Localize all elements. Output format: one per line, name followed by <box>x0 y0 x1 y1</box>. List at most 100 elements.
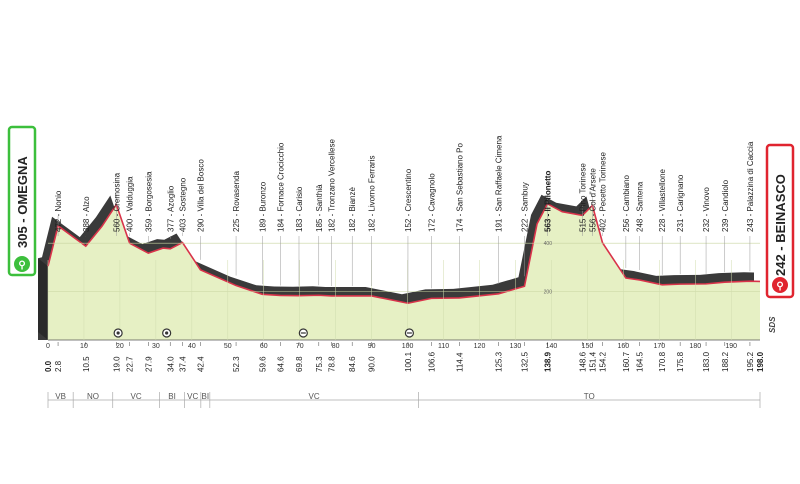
region-bar: VB NO VC BI VC BI VC TO <box>47 392 761 408</box>
waypoint-label: 472 - Nonio <box>54 190 63 232</box>
start-badge-label: 305 - OMEGNA <box>15 156 30 248</box>
km-label: 22.7 <box>126 356 135 372</box>
finish-badge: 242 - BEINASCO ⚲ <box>765 143 795 299</box>
km-tick-label: 30 <box>152 343 160 350</box>
km-tick-label: 120 <box>474 343 486 350</box>
km-label: 138.9 <box>543 351 552 372</box>
km-tick-label: 110 <box>438 343 449 350</box>
waypoint-labels: 472 - Nonio 388 - Alzo 560 - Cremosina 400 … <box>54 135 755 232</box>
waypoint-label: 183 - Carisio <box>295 186 304 232</box>
km-tick-label: 80 <box>332 343 340 350</box>
km-label: 37.4 <box>178 356 187 372</box>
waypoint-label: 174 - San Sebastiano Po <box>455 142 464 232</box>
waypoint-label: 231 - Carignano <box>676 174 685 232</box>
km-label: 2.8 <box>54 360 63 372</box>
elevation-tick-label: 200 <box>544 290 553 296</box>
region-label: VC <box>131 392 142 401</box>
km-ticks: 0 10 20 30 40 50 60 70 80 90 100 110 120 130 140 150 160… <box>46 343 737 350</box>
km-label: 52.3 <box>232 356 241 372</box>
waypoint-label: 377 - Azoglio <box>166 185 175 232</box>
start-bike-glyph: ⚲ <box>18 260 25 271</box>
km-label: 195.2 <box>746 351 755 372</box>
waypoint-label: 359 - Borgosesia <box>144 171 153 232</box>
start-badge: 305 - OMEGNA ⚲ <box>7 125 37 277</box>
waypoint-leaders <box>57 193 751 294</box>
km-label: 170.8 <box>658 351 667 372</box>
waypoint-label: 222 - Sambuy <box>520 182 529 232</box>
waypoint-label: 290 - Villa del Bosco <box>196 159 205 232</box>
km-label-endpoint: 198.0 <box>756 351 765 372</box>
waypoint-label: 152 - Crescentino <box>404 168 413 232</box>
waypoint-label: 228 - Villastellone <box>658 168 667 232</box>
km-tick-label: 150 <box>582 343 594 350</box>
km-label: 19.0 <box>112 356 121 372</box>
km-label: 106.6 <box>427 351 436 372</box>
region-label: VC <box>187 392 198 401</box>
km-label: 84.6 <box>348 356 357 372</box>
km-label: 34.0 <box>166 356 175 372</box>
finish-badge-frame <box>765 143 795 299</box>
km-tick-label: 180 <box>689 343 701 350</box>
region-label: BI <box>202 392 210 401</box>
waypoint-label: 172 - Cavagnolo <box>427 173 436 232</box>
km-labels: 2.8 10.5 19.0 22.7 27.9 34.0 37.4 42.4 52.3 59.6 6… <box>44 342 765 372</box>
profile-area <box>48 203 760 340</box>
km-tick-label: 170 <box>653 343 665 350</box>
km-label: 10.5 <box>82 356 91 372</box>
km-tick-label: 0 <box>46 343 50 350</box>
finish-bike-glyph: ⚲ <box>776 281 783 292</box>
region-label: BI <box>168 392 176 401</box>
brand-logo: SDS <box>768 316 777 333</box>
waypoint-label: 556 - Col d'Arsete <box>588 168 597 232</box>
km-label: 64.6 <box>276 356 285 372</box>
waypoint-label: 560 - Cremosina <box>112 172 121 232</box>
elevation-tick-label: 400 <box>544 241 553 247</box>
km-tick-label: 190 <box>725 343 737 350</box>
km-label: 154.2 <box>598 351 607 372</box>
km-label: 59.6 <box>258 356 267 372</box>
km-label: 188.2 <box>721 351 730 372</box>
km-label: 100.1 <box>404 351 413 372</box>
region-label: VC <box>309 392 320 401</box>
waypoint-label: 388 - Alzo <box>82 196 91 232</box>
profile-left-wall <box>38 258 48 340</box>
route-markers <box>113 328 414 338</box>
waypoint-label: 232 - Vinovo <box>702 187 711 232</box>
km-label: 160.7 <box>622 351 631 372</box>
finish-bike-icon <box>772 277 788 293</box>
km-label-endpoint: 0.0 <box>44 360 53 372</box>
profile-line <box>47 202 761 305</box>
route-marker-dot <box>165 331 169 335</box>
km-label: 42.4 <box>196 356 205 372</box>
km-label: 125.3 <box>495 351 504 372</box>
km-tick-label: 40 <box>188 343 196 350</box>
start-badge-frame <box>7 125 37 277</box>
km-label: 69.8 <box>295 356 304 372</box>
km-tick-label: 20 <box>116 343 124 350</box>
waypoint-label: 184 - Fornace Crocicchio <box>276 142 285 232</box>
region-label: VB <box>55 392 66 401</box>
km-tick-label: 90 <box>368 343 376 350</box>
km-label: 151.4 <box>588 351 597 372</box>
km-label: 90.0 <box>368 356 377 372</box>
km-tick-label: 160 <box>618 343 630 350</box>
region-label: NO <box>87 392 99 401</box>
waypoint-label: 243 - Palazzina di Caccia <box>746 141 755 232</box>
waypoint-label: 402 - Pecetto Torinese <box>598 152 607 232</box>
waypoint-label: 191 - San Raffaele Cimena <box>495 135 504 232</box>
waypoint-label: 225 - Rovasenda <box>232 171 241 232</box>
waypoint-label: 182 - Bianzè <box>348 187 357 232</box>
km-label: 114.4 <box>455 352 464 372</box>
km-tick-label: 10 <box>80 343 88 350</box>
km-tick-label: 70 <box>296 343 304 350</box>
km-label: 27.9 <box>144 356 153 372</box>
waypoint-label: 182 - Tronzano Vercellese <box>327 139 336 232</box>
km-label: 175.8 <box>676 351 685 372</box>
waypoint-label: 400 - Valduggia <box>126 176 135 232</box>
start-bike-icon <box>14 256 30 272</box>
waypoint-label: 185 - Santhià <box>315 184 324 232</box>
waypoint-label: 189 - Buronzo <box>258 181 267 232</box>
profile-fill-layer <box>47 202 761 341</box>
km-tick-label: 140 <box>546 343 558 350</box>
